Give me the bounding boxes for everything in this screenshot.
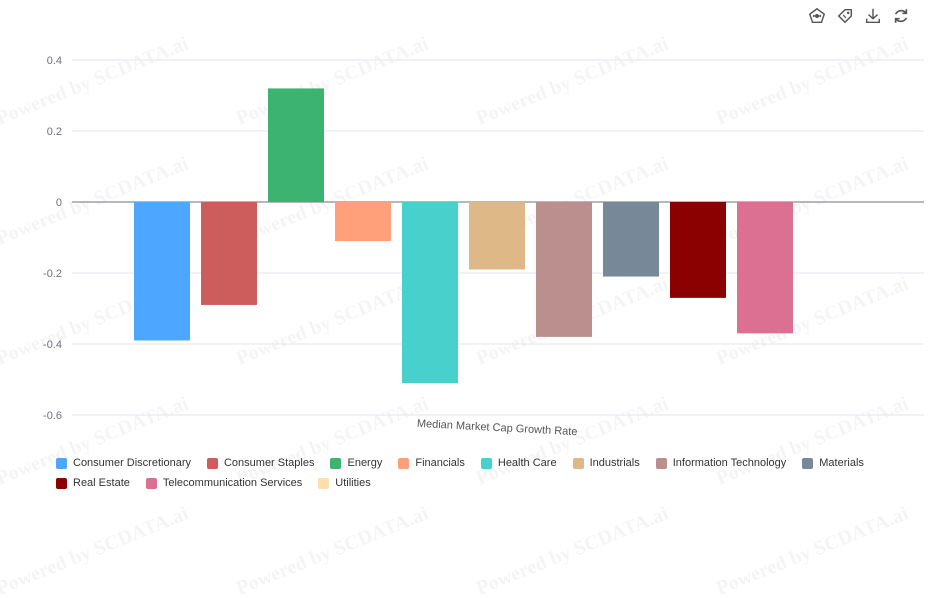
legend-label: Materials bbox=[819, 457, 864, 469]
legend-swatch bbox=[318, 477, 330, 489]
chart: 0.4 0.2 0 -0.2 -0.4 -0.6 Median Market Cap Gr… bbox=[43, 55, 924, 438]
x-axis-label: Median Market Cap Growth Rate bbox=[417, 418, 578, 438]
toolbar bbox=[807, 6, 911, 26]
legend-label: Consumer Discretionary bbox=[73, 457, 191, 469]
legend-swatch bbox=[56, 457, 67, 469]
legend-label: Energy bbox=[347, 457, 383, 469]
bar-industrials[interactable] bbox=[469, 202, 525, 270]
legend-swatch bbox=[330, 457, 342, 469]
legend-item-consumer-discretionary[interactable]: Consumer Discretionary bbox=[56, 457, 191, 469]
bar-health-care[interactable] bbox=[402, 202, 458, 384]
legend-item-industrials[interactable]: Industrials bbox=[572, 457, 640, 469]
chart-type-icon[interactable] bbox=[807, 6, 827, 26]
legend-swatch bbox=[398, 457, 410, 469]
bar-layer bbox=[134, 88, 793, 384]
legend-swatch bbox=[655, 457, 667, 469]
legend-item-real-estate[interactable]: Real Estate bbox=[56, 477, 130, 489]
legend-item-health-care[interactable]: Health Care bbox=[480, 457, 557, 469]
legend-label: Real Estate bbox=[73, 477, 130, 489]
tag-icon[interactable] bbox=[835, 6, 855, 26]
axis-layer: 0.4 0.2 0 -0.2 -0.4 -0.6 bbox=[43, 55, 62, 422]
legend: Consumer Discretionary Consumer Staples En… bbox=[56, 457, 916, 489]
bar-real-estate[interactable] bbox=[670, 202, 726, 298]
legend-label: Industrials bbox=[589, 457, 640, 469]
y-tick-label: -0.4 bbox=[43, 339, 62, 351]
legend-item-consumer-staples[interactable]: Consumer Staples bbox=[206, 457, 315, 469]
legend-swatch bbox=[802, 457, 814, 469]
bar-financials[interactable] bbox=[335, 202, 391, 242]
legend-swatch bbox=[206, 457, 218, 469]
legend-label: Telecommunication Services bbox=[162, 477, 303, 489]
bar-materials[interactable] bbox=[603, 202, 659, 277]
y-tick-label: 0.2 bbox=[47, 126, 62, 138]
bar-telecommunication-services[interactable] bbox=[737, 202, 793, 334]
y-tick-label: -0.2 bbox=[43, 268, 62, 280]
legend-swatch bbox=[145, 477, 157, 489]
legend-label: Utilities bbox=[335, 477, 371, 489]
legend-label: Financials bbox=[415, 457, 465, 469]
legend-swatch bbox=[56, 477, 67, 489]
y-tick-label: -0.6 bbox=[43, 410, 62, 422]
legend-item-energy[interactable]: Energy bbox=[330, 457, 382, 469]
legend-item-materials[interactable]: Materials bbox=[802, 457, 864, 469]
legend-label: Consumer Staples bbox=[223, 457, 315, 469]
bar-consumer-staples[interactable] bbox=[201, 202, 257, 305]
bar-information-technology[interactable] bbox=[536, 202, 592, 337]
legend-item-telecommunication-services[interactable]: Telecommunication Services bbox=[145, 477, 303, 489]
bar-consumer-discretionary[interactable] bbox=[134, 202, 190, 341]
y-tick-label: 0.4 bbox=[47, 55, 62, 67]
legend-item-information-technology[interactable]: Information Technology bbox=[655, 457, 787, 469]
legend-item-financials[interactable]: Financials bbox=[398, 457, 465, 469]
bar-energy[interactable] bbox=[268, 88, 324, 202]
legend-swatch bbox=[572, 457, 584, 469]
legend-swatch bbox=[480, 457, 492, 469]
refresh-icon[interactable] bbox=[891, 6, 911, 26]
legend-item-utilities[interactable]: Utilities bbox=[318, 477, 371, 489]
download-icon[interactable] bbox=[863, 6, 883, 26]
legend-label: Health Care bbox=[497, 457, 557, 469]
legend-label: Information Technology bbox=[672, 457, 787, 469]
y-tick-label: 0 bbox=[56, 197, 62, 209]
